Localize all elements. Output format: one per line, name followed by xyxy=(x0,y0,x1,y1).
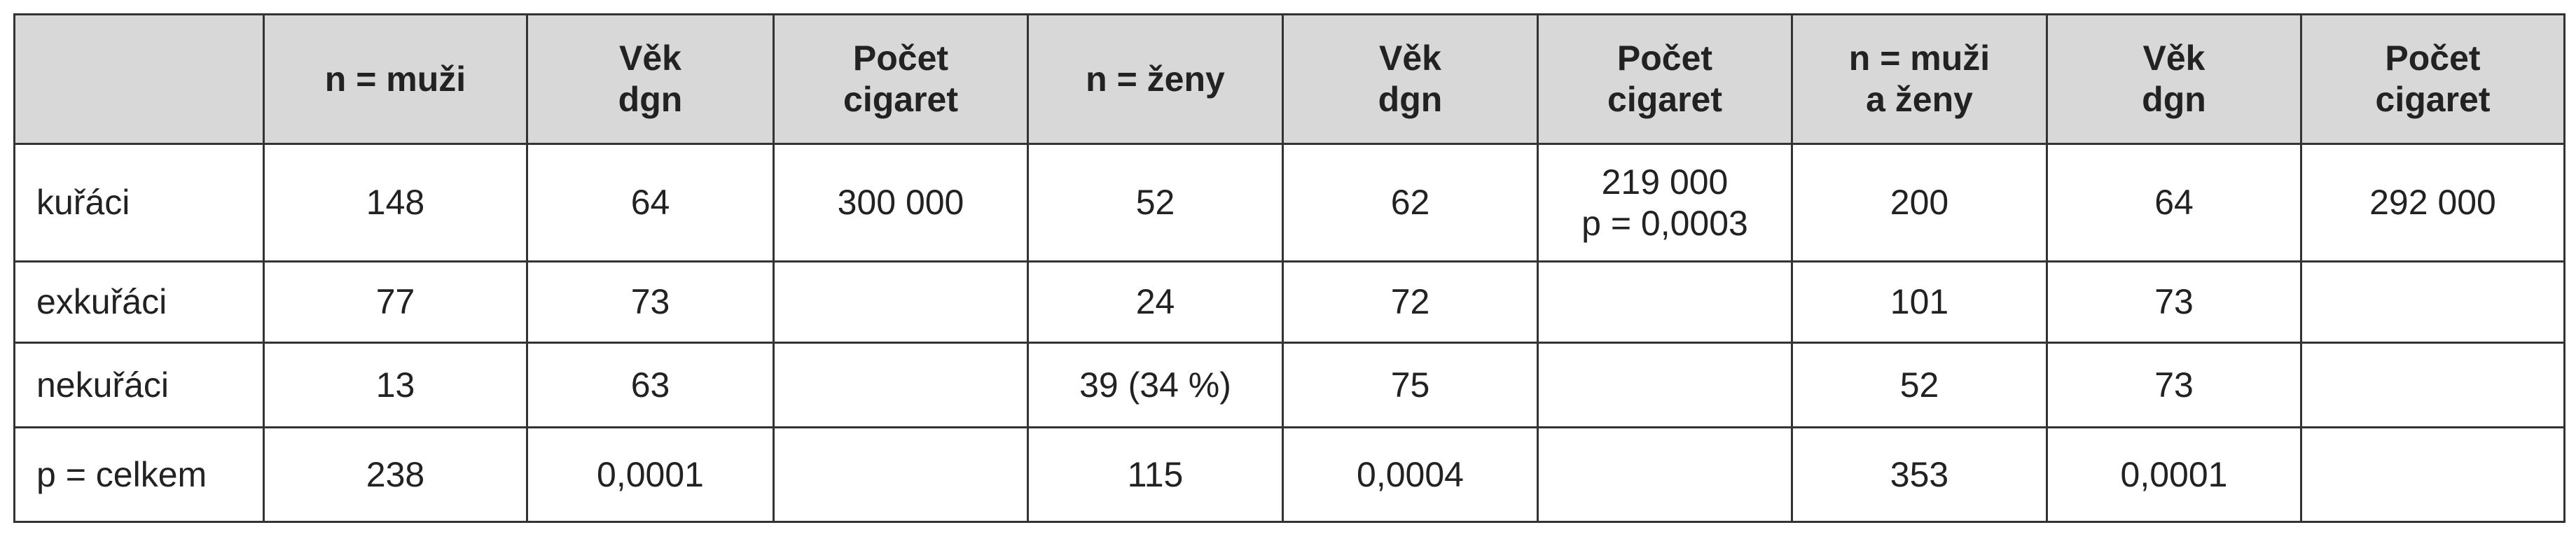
table-row: kuřáci 148 64 300 000 52 62 219 000 p = 0,0003 2… xyxy=(13,143,2565,262)
cell-line: dgn xyxy=(1378,80,1443,119)
table-cell: 77 xyxy=(263,260,528,344)
table-row: p = celkem 238 0,0001 115 0,0004 353 0,0001 xyxy=(13,426,2565,523)
header-cell: n = muži a ženy xyxy=(1791,13,2048,145)
header-cell: Počet cigaret xyxy=(2300,13,2565,145)
table-cell: 0,0001 xyxy=(526,426,775,523)
table-cell: 72 xyxy=(1282,260,1539,344)
cell-line: Věk xyxy=(619,38,681,78)
table-cell: 0,0004 xyxy=(1282,426,1539,523)
header-cell: Věk dgn xyxy=(2046,13,2302,145)
cell-line: Počet xyxy=(2385,38,2481,78)
table-cell xyxy=(773,426,1029,523)
row-label: p = celkem xyxy=(13,426,265,523)
table-cell xyxy=(2300,426,2565,523)
table-cell: 64 xyxy=(526,143,775,262)
row-label: nekuřáci xyxy=(13,342,265,428)
table-cell: 39 (34 %) xyxy=(1027,342,1284,428)
table-cell: 52 xyxy=(1027,143,1284,262)
table-cell: 353 xyxy=(1791,426,2048,523)
table-cell: 73 xyxy=(526,260,775,344)
table-cell xyxy=(2300,260,2565,344)
table-row: exkuřáci 77 73 24 72 101 73 xyxy=(13,260,2565,344)
cell-line: 219 000 xyxy=(1601,162,1729,202)
table-row: nekuřáci 13 63 39 (34 %) 75 52 73 xyxy=(13,342,2565,428)
cell-line: Počet xyxy=(1616,38,1713,78)
table-cell: 200 xyxy=(1791,143,2048,262)
row-label: exkuřáci xyxy=(13,260,265,344)
table-cell: 73 xyxy=(2046,342,2302,428)
data-table: n = muži Věk dgn Počet cigaret n = ženy Věk dgn… xyxy=(13,13,2565,523)
cell-line: Počet xyxy=(852,38,949,78)
table-cell: 13 xyxy=(263,342,528,428)
cell-line: p = 0,0003 xyxy=(1581,203,1748,243)
cell-line: dgn xyxy=(2142,80,2206,119)
table-cell xyxy=(773,342,1029,428)
header-cell: Počet cigaret xyxy=(1537,13,1793,145)
cell-line: cigaret xyxy=(843,80,958,119)
table-cell: 292 000 xyxy=(2300,143,2565,262)
header-cell: Počet cigaret xyxy=(773,13,1029,145)
header-cell: n = ženy xyxy=(1027,13,1284,145)
table-cell: 73 xyxy=(2046,260,2302,344)
table-cell: 75 xyxy=(1282,342,1539,428)
table-cell: 300 000 xyxy=(773,143,1029,262)
header-cell: Věk dgn xyxy=(1282,13,1539,145)
table-cell: 238 xyxy=(263,426,528,523)
cell-line: Věk xyxy=(1379,38,1441,78)
table-cell: 0,0001 xyxy=(2046,426,2302,523)
row-label: kuřáci xyxy=(13,143,265,262)
table-cell: 24 xyxy=(1027,260,1284,344)
table-cell: 115 xyxy=(1027,426,1284,523)
cell-line: Věk xyxy=(2142,38,2205,78)
table-cell: 52 xyxy=(1791,342,2048,428)
cell-line: n = muži xyxy=(1848,38,1990,78)
table-cell: 219 000 p = 0,0003 xyxy=(1537,143,1793,262)
header-cell: Věk dgn xyxy=(526,13,775,145)
table-cell xyxy=(1537,260,1793,344)
table-cell: 148 xyxy=(263,143,528,262)
cell-line: cigaret xyxy=(1607,80,1722,119)
header-cell xyxy=(13,13,265,145)
table-cell xyxy=(1537,426,1793,523)
header-cell: n = muži xyxy=(263,13,528,145)
cell-line: cigaret xyxy=(2375,80,2491,119)
table-body: kuřáci 148 64 300 000 52 62 219 000 p = 0,0003 2… xyxy=(13,143,2565,523)
table-cell xyxy=(1537,342,1793,428)
table-cell xyxy=(773,260,1029,344)
table-cell: 101 xyxy=(1791,260,2048,344)
header-row: n = muži Věk dgn Počet cigaret n = ženy Věk dgn… xyxy=(13,13,2565,145)
table-cell: 63 xyxy=(526,342,775,428)
table-cell xyxy=(2300,342,2565,428)
table-cell: 62 xyxy=(1282,143,1539,262)
cell-line: dgn xyxy=(618,80,683,119)
table-cell: 64 xyxy=(2046,143,2302,262)
cell-line: a ženy xyxy=(1866,80,1973,119)
